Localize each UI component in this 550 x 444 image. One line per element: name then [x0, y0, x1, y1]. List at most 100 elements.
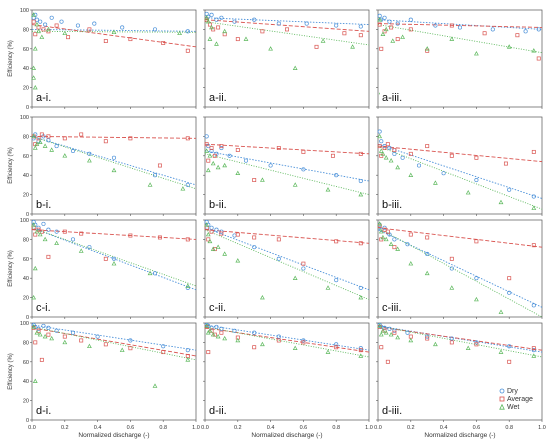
data-point-wet [292, 275, 298, 280]
data-point-dry [301, 266, 306, 271]
data-point-wet [185, 283, 191, 288]
data-point-wet [37, 139, 43, 144]
data-point-wet [210, 246, 216, 251]
data-point-dry [214, 17, 219, 22]
data-point-wet [209, 24, 214, 30]
trend-line-average [204, 229, 370, 244]
data-point-wet [292, 65, 298, 70]
data-point-average [301, 340, 306, 345]
data-point-wet [358, 191, 364, 197]
data-point-wet [31, 222, 37, 227]
data-point-dry [95, 334, 100, 339]
data-point-dry [387, 145, 392, 151]
data-point-wet [350, 44, 355, 49]
data-point-dry [41, 323, 46, 328]
data-point-average [103, 39, 108, 43]
data-point-dry [128, 338, 133, 343]
trend-line-average [31, 229, 197, 240]
data-point-average [382, 146, 387, 150]
chart-panel-a-i: 0 20 40 60 80 100 Efficiency (%) a-i. [8, 8, 197, 111]
data-point-wet [222, 28, 228, 34]
data-point-dry [507, 187, 512, 192]
data-point-average [408, 232, 413, 237]
data-point-wet [222, 162, 228, 168]
trend-line-dry [204, 17, 370, 25]
legend-label-average: Average [507, 396, 533, 403]
panel-label: c-i. [36, 302, 51, 314]
data-point-wet [498, 309, 504, 314]
x-tick-label: 0.4 [267, 425, 275, 431]
data-point-dry [54, 144, 59, 149]
chart-panel-c-iii: c-iii. [376, 219, 543, 319]
data-point-wet [185, 357, 191, 362]
data-point-dry [441, 171, 446, 176]
data-point-wet [31, 294, 37, 300]
data-point-wet [215, 333, 221, 339]
data-point-average [276, 237, 281, 242]
data-point-dry [358, 178, 363, 184]
data-point-wet [388, 158, 394, 163]
data-point-dry [474, 178, 479, 183]
y-tick-label: 60 [23, 360, 29, 366]
data-point-wet [424, 46, 430, 51]
data-point-average [449, 23, 454, 28]
data-point-average [46, 254, 51, 259]
trend-line-wet [204, 326, 370, 358]
data-point-wet [260, 294, 265, 300]
x-tick-label: 1.0 [365, 425, 373, 431]
data-point-wet [207, 153, 213, 158]
data-point-dry [152, 173, 158, 178]
data-point-wet [531, 353, 537, 358]
data-point-average [209, 146, 214, 150]
data-point-average [219, 330, 224, 335]
data-point-average [382, 29, 387, 34]
data-point-dry [46, 138, 51, 143]
data-point-wet [204, 323, 210, 328]
x-tick-label: 0.4 [440, 425, 448, 431]
x-tick-label: 0.8 [505, 425, 513, 431]
chart-panel-a-ii: a-ii. [203, 9, 370, 109]
data-point-wet [49, 335, 55, 341]
data-point-wet [207, 36, 213, 41]
data-point-wet [37, 332, 43, 337]
data-point-average [33, 340, 38, 345]
data-point-wet [111, 261, 117, 266]
data-point-average [128, 37, 133, 42]
panel-label: a-iii. [382, 92, 402, 104]
data-point-average [103, 139, 108, 144]
y-tick-label: 40 [23, 276, 29, 282]
data-point-dry [152, 271, 158, 276]
data-point-average [507, 276, 512, 281]
data-point-dry [46, 227, 51, 232]
legend-label-dry: Dry [507, 388, 518, 395]
data-point-average [408, 151, 413, 156]
data-point-dry [449, 336, 454, 341]
panel-label: b-i. [36, 199, 51, 211]
data-point-wet [383, 155, 389, 160]
x-tick-label: 0.6 [127, 425, 135, 431]
data-point-wet [380, 31, 386, 37]
legend-label-wet: Wet [507, 404, 519, 411]
data-point-average [482, 31, 487, 36]
data-point-wet [62, 339, 68, 345]
data-point-wet [62, 153, 68, 158]
trend-line-average [31, 135, 197, 139]
data-point-wet [204, 148, 210, 153]
data-point-wet [325, 285, 331, 290]
y-axis-label: Efficiency (%) [8, 147, 14, 184]
data-point-wet [474, 51, 479, 56]
data-point-wet [205, 167, 211, 173]
data-point-average [161, 350, 166, 355]
chart-panel-c-ii: c-ii. [203, 219, 370, 319]
data-point-average [301, 261, 306, 266]
y-tick-label: 60 [23, 154, 29, 160]
y-tick-label: 80 [23, 237, 29, 243]
y-tick-label: 100 [20, 321, 29, 327]
x-axis-label: Normalized discharge (-) [251, 432, 322, 439]
data-point-dry [227, 153, 232, 158]
trend-line-average [204, 143, 370, 155]
data-point-wet [31, 75, 37, 80]
data-point-wet [78, 248, 84, 253]
data-point-dry [457, 25, 463, 30]
